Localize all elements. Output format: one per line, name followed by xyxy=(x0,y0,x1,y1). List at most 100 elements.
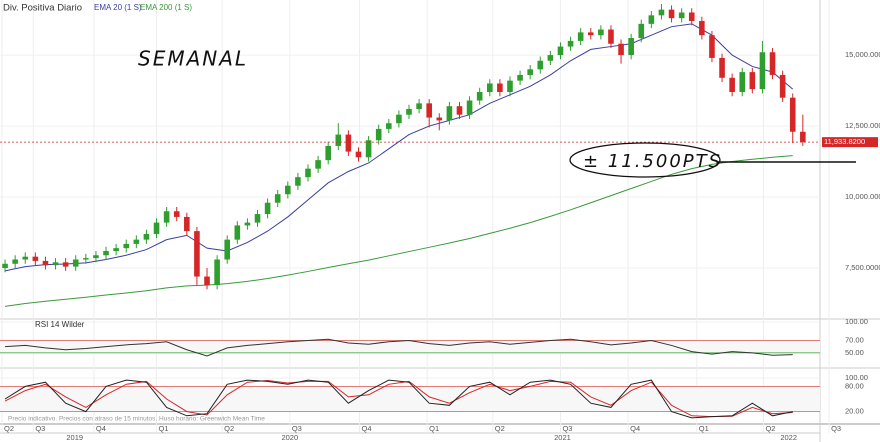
x-tick-label: Q4 xyxy=(630,424,640,433)
x-tick-label: Q3 xyxy=(562,424,572,433)
candle-body xyxy=(345,134,352,152)
candle-body xyxy=(12,259,18,264)
stoch-k-line xyxy=(4,379,793,419)
candle-body xyxy=(709,35,715,58)
candle-body xyxy=(32,256,39,261)
stoch-d-line xyxy=(4,380,793,418)
candle-body xyxy=(416,103,422,110)
candle-body xyxy=(648,15,655,24)
candle-body xyxy=(789,97,796,132)
candle-body xyxy=(486,83,493,92)
legend-entry: EMA 20 (1 S) xyxy=(94,3,142,12)
candle-body xyxy=(678,12,685,19)
candle-body xyxy=(719,57,725,78)
year-label: 2019 xyxy=(66,433,83,442)
candle-body xyxy=(739,72,746,92)
candle-body xyxy=(123,243,130,249)
x-tick-label: Q3 xyxy=(292,424,302,433)
candle-body xyxy=(335,134,342,146)
x-tick-label: Q3 xyxy=(35,424,45,433)
year-label: 2020 xyxy=(281,433,298,442)
x-tick-label: Q2 xyxy=(765,424,775,433)
candle-body xyxy=(598,29,604,36)
annotation-ellipse xyxy=(569,142,721,178)
candle-body xyxy=(264,202,271,215)
candle-body xyxy=(537,60,544,70)
candle-body xyxy=(577,32,584,41)
candle-body xyxy=(315,160,321,169)
rsi-line xyxy=(5,338,793,357)
x-tick-label: Q1 xyxy=(699,424,709,433)
ema-line xyxy=(4,23,794,272)
candle-body xyxy=(638,23,645,39)
x-tick-label: Q1 xyxy=(429,424,439,433)
candle-body xyxy=(375,128,382,141)
candle-body xyxy=(406,109,412,115)
y-tick-label: 70.00 xyxy=(845,335,864,344)
candle-body xyxy=(476,91,483,101)
ema-line xyxy=(4,155,793,307)
candle-body xyxy=(224,239,231,260)
y-tick-label: 100.00 xyxy=(845,373,868,382)
candle-body xyxy=(163,211,170,223)
candle-body xyxy=(507,80,513,92)
footnote: Precio indicativo. Precios con atraso de… xyxy=(8,416,265,423)
last-price-box xyxy=(822,137,878,148)
candle-body xyxy=(517,74,523,81)
candle-body xyxy=(426,103,432,118)
candle-body xyxy=(214,259,220,286)
year-label: 2022 xyxy=(780,433,797,442)
candle-body xyxy=(143,233,150,240)
candle-body xyxy=(628,38,634,56)
candle-body xyxy=(547,55,554,61)
candle-body xyxy=(62,262,69,267)
candle-body xyxy=(2,263,8,269)
candle-body xyxy=(466,100,473,115)
candle-body xyxy=(396,114,402,124)
candle-body xyxy=(557,46,564,56)
y-tick-label: 10,000.0000 xyxy=(845,192,880,201)
candle-body xyxy=(385,123,392,129)
candle-body xyxy=(274,194,281,203)
candle-body xyxy=(194,231,200,277)
annotation: ± 11.500PTS xyxy=(583,151,722,172)
candle-body xyxy=(497,83,503,92)
candle-body xyxy=(436,117,443,121)
x-tick-label: Q2 xyxy=(4,424,14,433)
y-tick-label: 15,000.0000 xyxy=(845,50,880,59)
candle-body xyxy=(153,222,160,234)
candle-body xyxy=(587,32,594,36)
candle-body xyxy=(173,211,180,217)
x-tick-label: Q2 xyxy=(495,424,505,433)
x-tick-label: Q4 xyxy=(362,424,372,433)
candle-body xyxy=(658,9,665,16)
candle-body xyxy=(295,177,301,186)
candle-body xyxy=(618,43,624,56)
candle-body xyxy=(456,106,463,115)
last-price-label: 11,933.8200 xyxy=(824,137,865,146)
candle-body xyxy=(355,151,362,158)
candle-body xyxy=(113,248,119,251)
panel-title: RSI 14 Wilder xyxy=(35,320,85,329)
candle-body xyxy=(365,140,372,158)
candle-body xyxy=(749,72,756,90)
candle-body xyxy=(184,216,190,232)
x-tick-label: Q4 xyxy=(96,424,106,433)
candle-body xyxy=(72,259,79,267)
y-tick-label: 12,500.0000 xyxy=(845,121,880,130)
candle-body xyxy=(244,222,251,226)
candle-body xyxy=(567,40,574,47)
candle-body xyxy=(204,276,210,286)
candle-body xyxy=(729,77,735,92)
legend-entry: EMA 200 (1 S) xyxy=(140,3,192,12)
candle-body xyxy=(22,256,29,260)
reference-band xyxy=(0,340,820,353)
y-tick-label: 80.00 xyxy=(845,381,864,390)
y-tick-label: 50.00 xyxy=(845,348,864,357)
candle-body xyxy=(779,74,786,98)
candle-body xyxy=(83,258,89,260)
candle-body xyxy=(133,239,140,244)
